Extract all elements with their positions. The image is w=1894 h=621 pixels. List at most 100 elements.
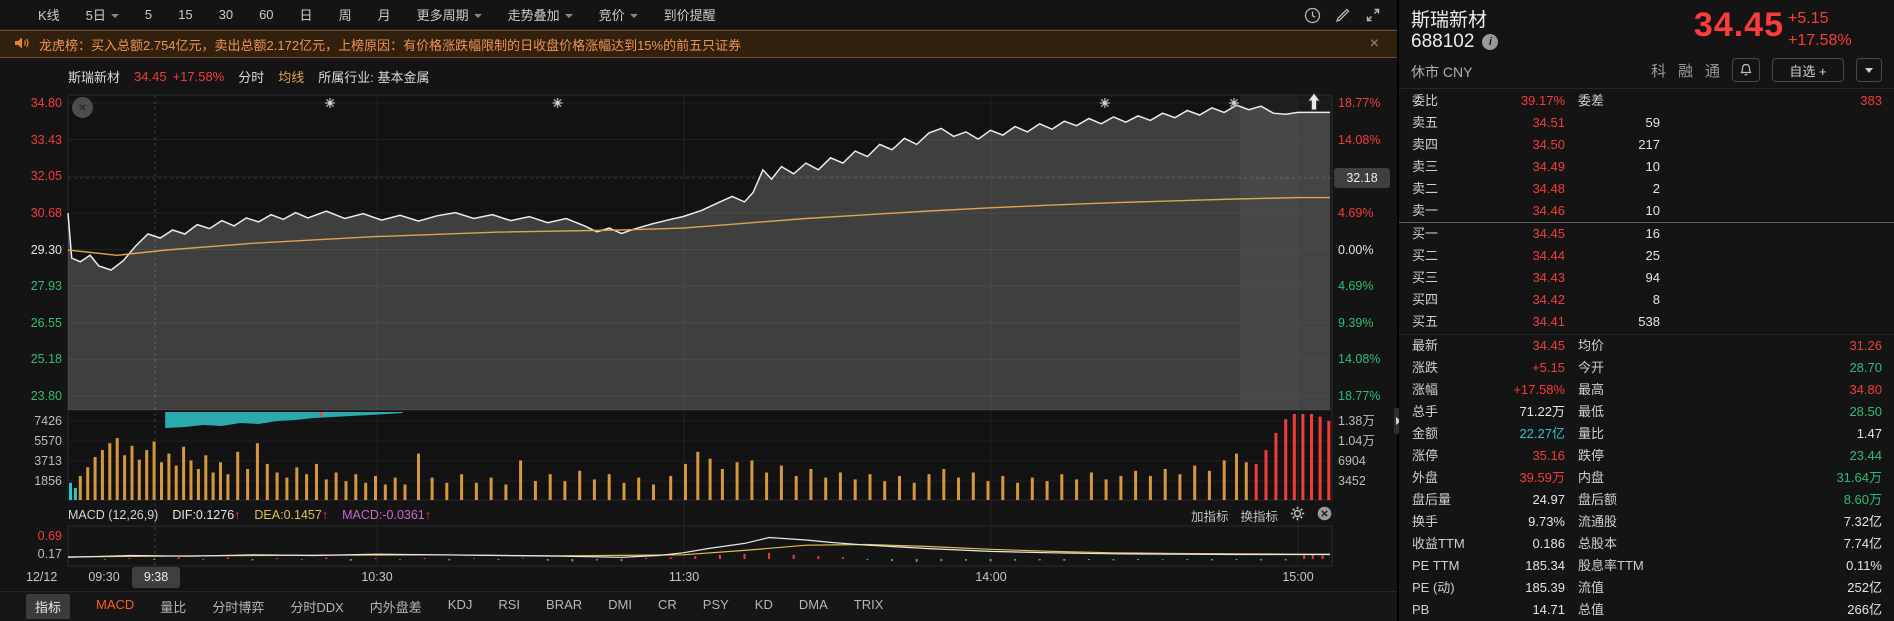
alert-clock-icon[interactable] bbox=[1304, 7, 1321, 24]
ask-row[interactable]: 卖一 34.46 10 bbox=[1399, 200, 1894, 222]
stat-value-left: 22.27亿 bbox=[1519, 426, 1565, 441]
period-selector: K线 5日 5 15 30 60 日 周 月 更多周期 走势叠加 竞价 到价提醒 bbox=[38, 5, 716, 24]
toolbar-item-label: K线 bbox=[38, 8, 60, 23]
ask-row[interactable]: 卖四 34.50 217 bbox=[1399, 134, 1894, 156]
toolbar-item-日[interactable]: 日 bbox=[300, 5, 313, 24]
volume-tick-left-1856: 1856 bbox=[34, 474, 62, 488]
ask-size: 10 bbox=[1645, 159, 1660, 174]
tab-BRAR[interactable]: BRAR bbox=[546, 597, 583, 612]
legend-industry-link[interactable]: 所属行业: 基本金属 bbox=[318, 69, 430, 85]
tab-量比[interactable]: 量比 bbox=[160, 600, 187, 615]
quote-stock-name: 斯瑞新材 bbox=[1411, 10, 1488, 31]
tab-PSY[interactable]: PSY bbox=[702, 597, 729, 612]
macd-header: MACD (12,26,9) DIF:0.1276↑ DEA:0.1457↑ M… bbox=[68, 505, 1332, 525]
panel-collapse-handle[interactable] bbox=[1394, 408, 1403, 434]
bid-price: 34.44 bbox=[1532, 248, 1565, 263]
price-tick-23.80: 23.80 bbox=[30, 389, 62, 403]
tab-RSI[interactable]: RSI bbox=[498, 597, 521, 612]
add-indicator-button[interactable]: 加指标 bbox=[1190, 509, 1229, 524]
quote-change: +5.15 bbox=[1788, 10, 1829, 27]
tab-indicator-menu[interactable]: 指标 bbox=[26, 594, 71, 619]
add-watchlist-button[interactable]: 自选 + bbox=[1772, 58, 1844, 82]
bid-row[interactable]: 买二 34.44 25 bbox=[1399, 245, 1894, 267]
close-indicator-icon[interactable] bbox=[1317, 506, 1332, 524]
stat-row: 收益TTM 0.186 总股本 7.74亿 bbox=[1399, 533, 1894, 555]
bid-row[interactable]: 买三 34.43 94 bbox=[1399, 267, 1894, 289]
diff-value: 383 bbox=[1860, 93, 1882, 108]
toolbar-item-15[interactable]: 15 bbox=[178, 7, 192, 22]
legend-mode-intraday[interactable]: 分时 bbox=[238, 69, 265, 85]
stat-value-right: 7.74亿 bbox=[1843, 536, 1882, 551]
indicator-tab-bar: 指标 MACD 量比 分时博弈 分时DDX 内外盘差 KDJ RSI BRAR DMI CR PSY… bbox=[0, 592, 1397, 621]
tab-内外盘差[interactable]: 内外盘差 bbox=[369, 600, 422, 615]
tab-KD[interactable]: KD bbox=[754, 597, 773, 612]
toolbar-item-竞价[interactable]: 竞价 bbox=[599, 5, 638, 24]
tab-TRIX[interactable]: TRIX bbox=[853, 597, 884, 612]
tab-DMI[interactable]: DMI bbox=[608, 597, 632, 612]
quote-code-row: 688102 i bbox=[1411, 31, 1499, 53]
stat-value-left: 185.34 bbox=[1525, 558, 1565, 573]
ask-label: 卖三 bbox=[1412, 159, 1439, 174]
toolbar-item-label: 月 bbox=[377, 8, 391, 23]
stat-label-left: 金额 bbox=[1412, 426, 1439, 441]
tab-KDJ[interactable]: KDJ bbox=[447, 597, 473, 612]
toolbar-item-label: 30 bbox=[218, 7, 234, 22]
stat-label-left: PE (动) bbox=[1412, 580, 1455, 595]
tab-分时DDX[interactable]: 分时DDX bbox=[290, 600, 344, 615]
ask-row[interactable]: 卖二 34.48 2 bbox=[1399, 178, 1894, 200]
tab-分时博弈[interactable]: 分时博弈 bbox=[212, 600, 265, 615]
ask-row[interactable]: 卖五 34.51 59 bbox=[1399, 112, 1894, 134]
toolbar-item-走势叠加[interactable]: 走势叠加 bbox=[508, 5, 573, 24]
volume-tick-right-3452: 3452 bbox=[1338, 474, 1366, 488]
bid-price: 34.45 bbox=[1532, 226, 1565, 241]
quote-panel: 斯瑞新材 688102 i 34.45 +5.15 +17.58% 休市 CNY… bbox=[1399, 0, 1894, 621]
toolbar-item-月[interactable]: 月 bbox=[378, 5, 391, 24]
toolbar-item-到价提醒[interactable]: 到价提醒 bbox=[664, 5, 716, 24]
orderbook-ratio-row: 委比 39.17% 委差 383 bbox=[1399, 90, 1894, 112]
toolbar-item-30[interactable]: 30 bbox=[219, 7, 233, 22]
tag-star-market: 科 bbox=[1650, 62, 1666, 80]
watchlist-dropdown-icon[interactable] bbox=[1856, 58, 1882, 82]
stat-label-left: 盘后量 bbox=[1412, 492, 1452, 507]
ask-row[interactable]: 卖三 34.49 10 bbox=[1399, 156, 1894, 178]
stat-label-right: 内盘 bbox=[1578, 470, 1605, 485]
draw-brush-icon[interactable] bbox=[1335, 7, 1351, 23]
price-alert-bell-icon[interactable] bbox=[1732, 58, 1760, 82]
stat-value-left: 71.22万 bbox=[1519, 404, 1565, 419]
stat-row: 盘后量 24.97 盘后额 8.60万 bbox=[1399, 489, 1894, 511]
toolbar-item-更多周期[interactable]: 更多周期 bbox=[417, 5, 482, 24]
toolbar-item-5日[interactable]: 5日 bbox=[86, 5, 119, 24]
stat-label-left: 换手 bbox=[1412, 514, 1439, 529]
stat-label-right: 均价 bbox=[1578, 338, 1605, 353]
toolbar-item-label: 5 bbox=[144, 7, 153, 22]
crosshair-time-badge: 9:38 bbox=[132, 567, 180, 588]
fullscreen-expand-icon[interactable] bbox=[1365, 7, 1381, 23]
toolbar-item-周[interactable]: 周 bbox=[339, 5, 352, 24]
indicator-settings-gear-icon[interactable] bbox=[1290, 506, 1305, 524]
quote-change-pct: +17.58% bbox=[1788, 32, 1852, 49]
stat-label-left: PB bbox=[1412, 602, 1430, 617]
pct-tick-0: 18.77% bbox=[1338, 96, 1381, 110]
toolbar-item-K线[interactable]: K线 bbox=[38, 5, 60, 24]
stat-value-right: 28.70 bbox=[1849, 360, 1882, 375]
switch-indicator-button[interactable]: 换指标 bbox=[1240, 509, 1278, 524]
legend-ma-toggle[interactable]: 均线 bbox=[278, 69, 305, 85]
stat-label-left: PE TTM bbox=[1412, 558, 1460, 573]
intraday-chart[interactable] bbox=[0, 0, 1397, 621]
bid-row[interactable]: 买五 34.41 538 bbox=[1399, 311, 1894, 333]
toolbar-item-5[interactable]: 5 bbox=[145, 7, 152, 22]
toolbar-item-60[interactable]: 60 bbox=[259, 7, 273, 22]
notice-text: 龙虎榜：买入总额2.754亿元，卖出总额2.172亿元，上榜原因：有价格涨跌幅限… bbox=[39, 37, 742, 53]
tab-CR[interactable]: CR bbox=[658, 597, 677, 612]
bid-row[interactable]: 买一 34.45 16 bbox=[1399, 223, 1894, 245]
stat-label-right: 总值 bbox=[1578, 602, 1605, 617]
stat-label-right: 盘后额 bbox=[1578, 492, 1618, 507]
tab-MACD[interactable]: MACD bbox=[96, 597, 135, 612]
stat-value-left: +17.58% bbox=[1513, 382, 1565, 397]
toolbar-item-label: 周 bbox=[338, 8, 352, 23]
info-icon[interactable]: i bbox=[1482, 34, 1499, 50]
tab-DMA[interactable]: DMA bbox=[798, 597, 828, 612]
notice-close-icon[interactable]: × bbox=[1369, 35, 1379, 52]
bid-row[interactable]: 买四 34.42 8 bbox=[1399, 289, 1894, 311]
close-overlay-icon[interactable]: × bbox=[72, 97, 93, 118]
